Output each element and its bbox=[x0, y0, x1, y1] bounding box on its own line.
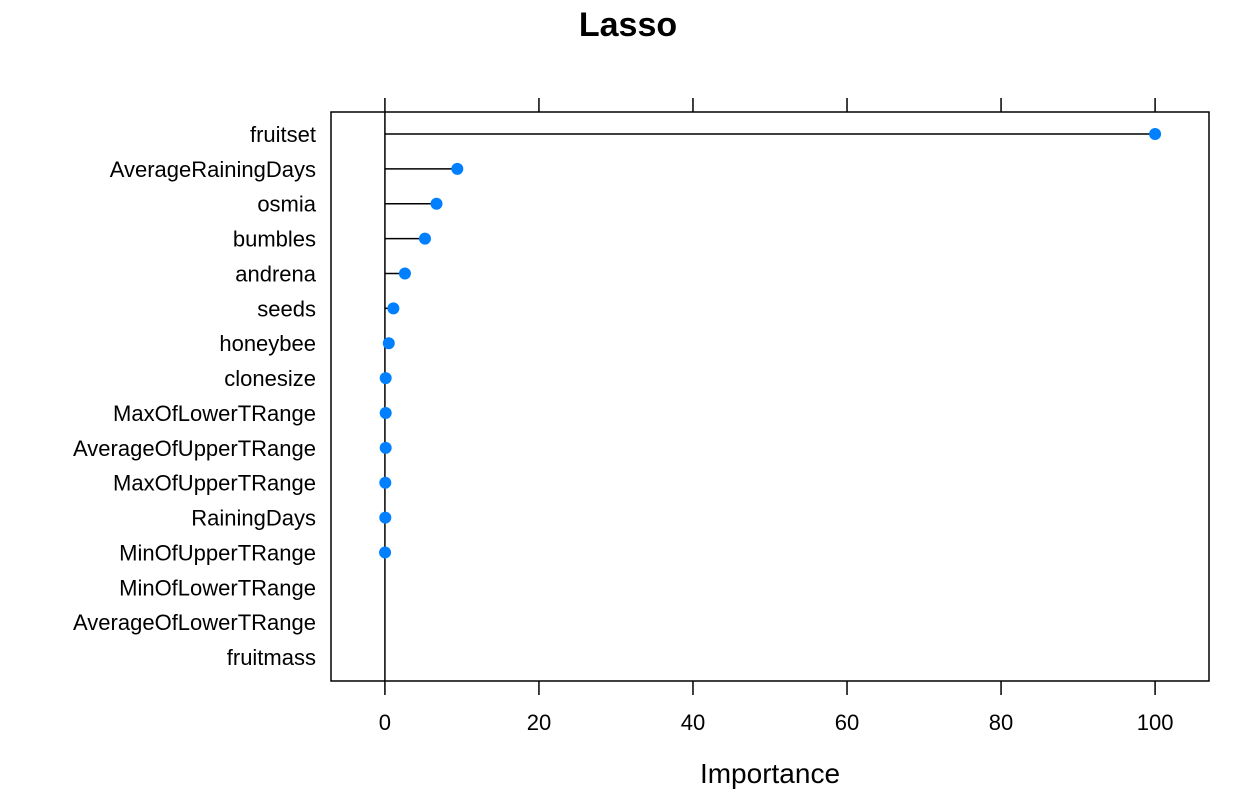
data-point bbox=[379, 372, 392, 385]
plot-frame bbox=[330, 111, 1210, 682]
category-labels: fruitset AverageRainingDays osmia bumbles an… bbox=[73, 122, 317, 670]
category-label: andrena bbox=[235, 261, 317, 286]
data-point bbox=[379, 511, 392, 524]
category-label: MinOfUpperTRange bbox=[119, 540, 316, 565]
data-point bbox=[382, 337, 395, 350]
category-label: seeds bbox=[257, 296, 316, 321]
data-marks bbox=[379, 128, 1162, 559]
category-label: clonesize bbox=[224, 366, 316, 391]
category-label: osmia bbox=[257, 192, 316, 217]
x-tick-label: 40 bbox=[681, 710, 705, 735]
category-label: MaxOfUpperTRange bbox=[113, 471, 316, 496]
x-axis-title: Importance bbox=[700, 758, 840, 789]
x-axis bbox=[384, 98, 1156, 695]
data-point bbox=[430, 197, 443, 210]
data-point bbox=[379, 476, 392, 489]
category-label: MaxOfLowerTRange bbox=[113, 401, 316, 426]
x-tick-label: 80 bbox=[989, 710, 1013, 735]
data-point bbox=[1149, 128, 1162, 140]
data-point bbox=[379, 406, 392, 419]
category-label: RainingDays bbox=[191, 506, 316, 531]
category-label: honeybee bbox=[219, 331, 316, 356]
data-point bbox=[418, 232, 431, 245]
category-label: AverageRainingDays bbox=[110, 157, 316, 182]
category-label: fruitmass bbox=[227, 645, 316, 670]
category-label: AverageOfUpperTRange bbox=[73, 436, 316, 461]
x-tick-label: 20 bbox=[527, 710, 551, 735]
x-tick-labels: 0 20 40 60 80 100 bbox=[379, 710, 1174, 735]
category-label: bumbles bbox=[233, 227, 316, 252]
data-point bbox=[398, 267, 411, 280]
chart-title: Lasso bbox=[579, 6, 677, 44]
x-tick-label: 60 bbox=[835, 710, 859, 735]
data-point bbox=[451, 162, 464, 175]
data-point bbox=[387, 302, 400, 315]
category-label: MinOfLowerTRange bbox=[119, 575, 316, 600]
x-tick-label: 100 bbox=[1137, 710, 1174, 735]
category-label: fruitset bbox=[250, 122, 316, 147]
x-tick-label: 0 bbox=[379, 710, 391, 735]
category-label: AverageOfLowerTRange bbox=[73, 610, 316, 635]
data-point bbox=[379, 441, 392, 454]
data-point bbox=[379, 546, 392, 559]
